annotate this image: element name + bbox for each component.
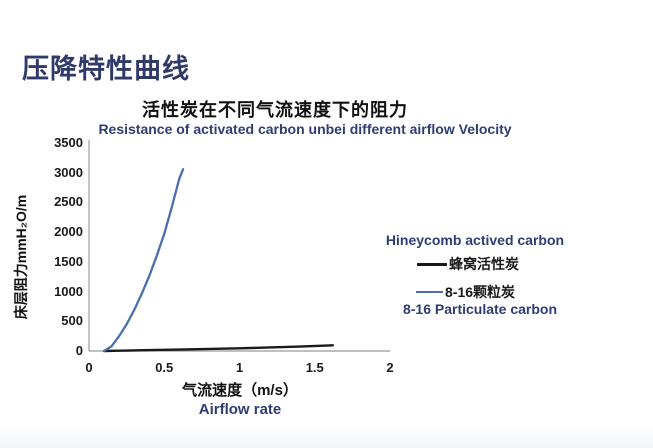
y-tick-label: 2000 bbox=[54, 224, 83, 240]
legend-label-particulate-cn: 8-16颗粒炭 bbox=[445, 284, 516, 300]
y-tick-label: 3500 bbox=[54, 135, 83, 150]
x-axis-title-en: Airflow rate bbox=[198, 401, 282, 418]
legend-item-honeycomb: 蜂窝活性炭 bbox=[417, 255, 519, 273]
x-tick-label: 2 bbox=[386, 360, 394, 375]
slide-title: 压降特性曲线 bbox=[22, 54, 190, 84]
legend-label-particulate-en: 8-16 Particulate carbon bbox=[402, 301, 558, 317]
x-tick-label: 0 bbox=[85, 360, 93, 375]
y-tick-label: 500 bbox=[61, 313, 83, 329]
y-tick-label: 0 bbox=[75, 343, 83, 358]
x-tick-label: 1 bbox=[235, 360, 244, 375]
x-tick-label: 1.5 bbox=[305, 360, 324, 375]
y-tick-label: 1000 bbox=[54, 283, 83, 299]
x-axis-title-cn: 气流速度（m/s） bbox=[182, 382, 298, 399]
legend-line-honeycomb bbox=[417, 262, 447, 266]
legend-label-honeycomb-en: Hineycomb actived carbon bbox=[385, 232, 565, 248]
y-tick-label: 3000 bbox=[54, 164, 83, 180]
legend-line-particulate bbox=[416, 291, 443, 293]
chart-title-cn: 活性炭在不同气流速度下的阻力 bbox=[142, 100, 408, 120]
chart-title-en: Resistance of activated carbon unbei dif… bbox=[98, 121, 512, 137]
legend-item-particulate: 8-16颗粒炭 bbox=[416, 283, 515, 301]
y-tick-label: 2500 bbox=[54, 194, 83, 210]
legend-label-honeycomb-cn: 蜂窝活性炭 bbox=[449, 256, 519, 272]
y-tick-label: 1500 bbox=[54, 253, 83, 269]
series-line-0 bbox=[102, 344, 335, 353]
series-line-1 bbox=[102, 167, 185, 353]
x-tick-label: 0.5 bbox=[155, 360, 174, 375]
